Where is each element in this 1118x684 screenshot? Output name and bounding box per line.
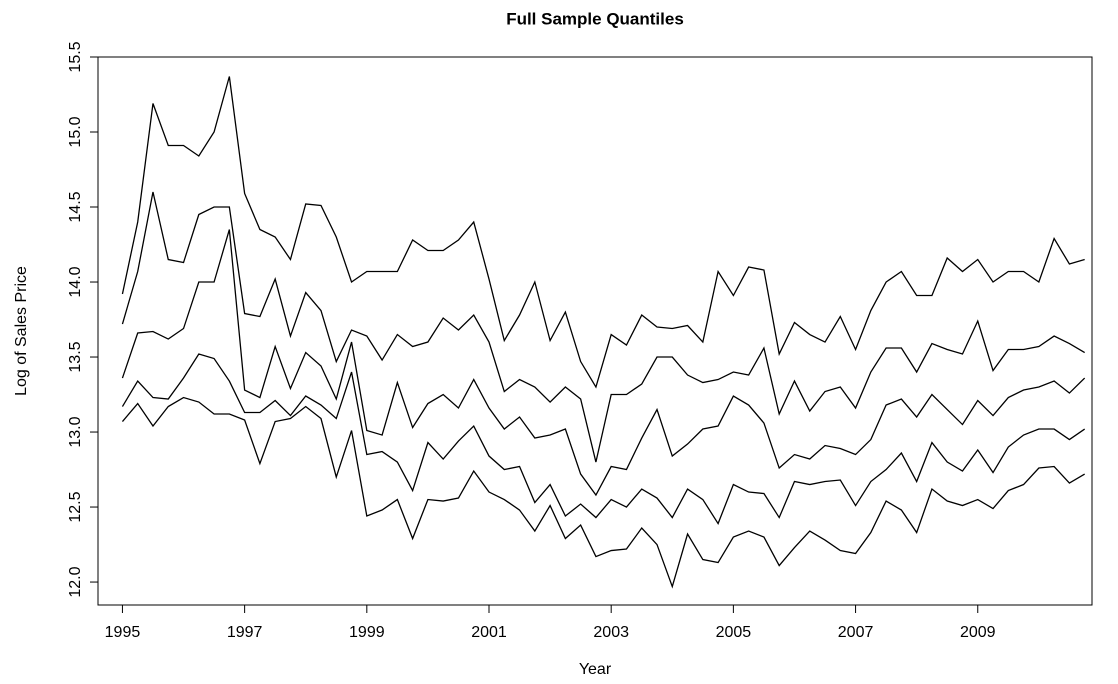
plot-frame — [97, 56, 1093, 606]
x-tick-label: 1995 — [105, 624, 141, 641]
y-tick-label: 15.5 — [67, 41, 84, 72]
x-tick-label: 2007 — [838, 624, 874, 641]
series-line — [121, 396, 1086, 589]
series-line — [121, 191, 1086, 463]
series-line — [121, 353, 1086, 525]
x-axis-title: Year — [579, 661, 612, 678]
y-axis-title: Log of Sales Price — [13, 266, 30, 396]
y-tick-label: 12.0 — [67, 566, 84, 597]
series-line — [121, 229, 1086, 497]
y-tick-label: 15.0 — [67, 116, 84, 147]
x-tick-label: 2001 — [471, 624, 507, 641]
y-tick-label: 12.5 — [67, 491, 84, 522]
x-tick-label: 1997 — [227, 624, 263, 641]
x-tick-label: 1999 — [349, 624, 385, 641]
x-tick-label: 2003 — [593, 624, 629, 641]
series-line — [121, 76, 1085, 389]
y-tick-label: 14.0 — [67, 266, 84, 297]
x-tick-label: 2009 — [960, 624, 996, 641]
y-tick-label: 13.0 — [67, 416, 84, 447]
y-tick-label: 13.5 — [67, 341, 84, 372]
y-tick-label: 14.5 — [67, 191, 84, 222]
x-tick-label: 2005 — [716, 624, 752, 641]
chart-title: Full Sample Quantiles — [506, 9, 684, 28]
